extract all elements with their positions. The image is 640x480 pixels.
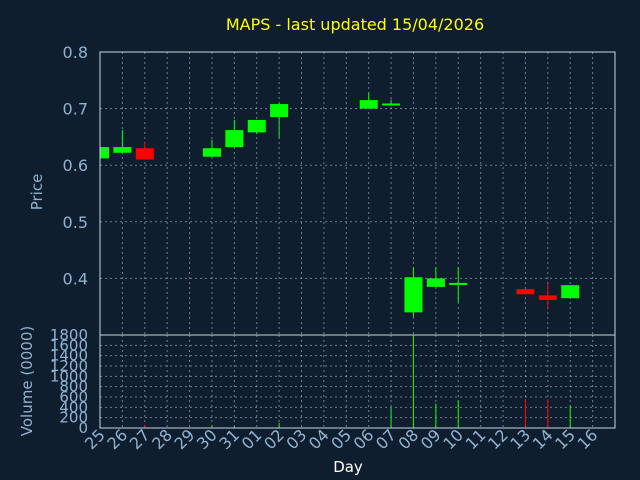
volume-axis-label: Volume (0000) [18,326,36,436]
volume-tick-label: 400 [59,398,88,416]
x-axis-label: Day [333,458,363,476]
volume-tick-label: 200 [59,409,88,427]
price-tick-label: 0.4 [63,269,88,288]
price-panel-frame [99,51,616,336]
volume-tick-label: 800 [59,378,88,396]
axis-layer: 0.4 0.5 0.6 0.7 0.8 0200400600800100012001400… [50,43,616,453]
volume-tick-label: 1400 [50,347,88,365]
candle-body [426,278,445,287]
candle-body [100,147,109,159]
candle-body [516,289,535,295]
candle-body [404,277,423,313]
price-tick-label: 0.5 [63,213,88,232]
price-tick-label: 0.8 [63,43,88,62]
volume-tick-label: 1200 [50,357,88,375]
candle-body [270,104,289,118]
grid-layer [100,52,615,428]
x-tick-label: 16 [574,425,602,453]
volume-tick-label: 0 [78,419,88,437]
volume-tick-label: 1600 [50,336,88,354]
chart-title: MAPS - last updated 15/04/2026 [226,15,484,34]
candle-body [449,282,468,285]
candle-body [561,285,580,299]
candle-body [225,130,244,148]
price-axis-label: Price [28,174,46,211]
candle-body [538,295,557,300]
candle-body [202,148,221,157]
candle-body [382,103,401,106]
candle-body [359,100,378,109]
volume-tick-label: 1800 [50,326,88,344]
volume-panel-frame [99,334,616,429]
volume-tick-label: 600 [59,388,88,406]
volume-tick-label: 1000 [50,367,88,385]
candle-body [113,147,132,153]
candle-body [135,148,154,160]
candle-body [247,119,266,133]
price-tick-label: 0.7 [63,100,88,119]
price-tick-label: 0.6 [63,156,88,175]
data-layer [99,92,580,428]
